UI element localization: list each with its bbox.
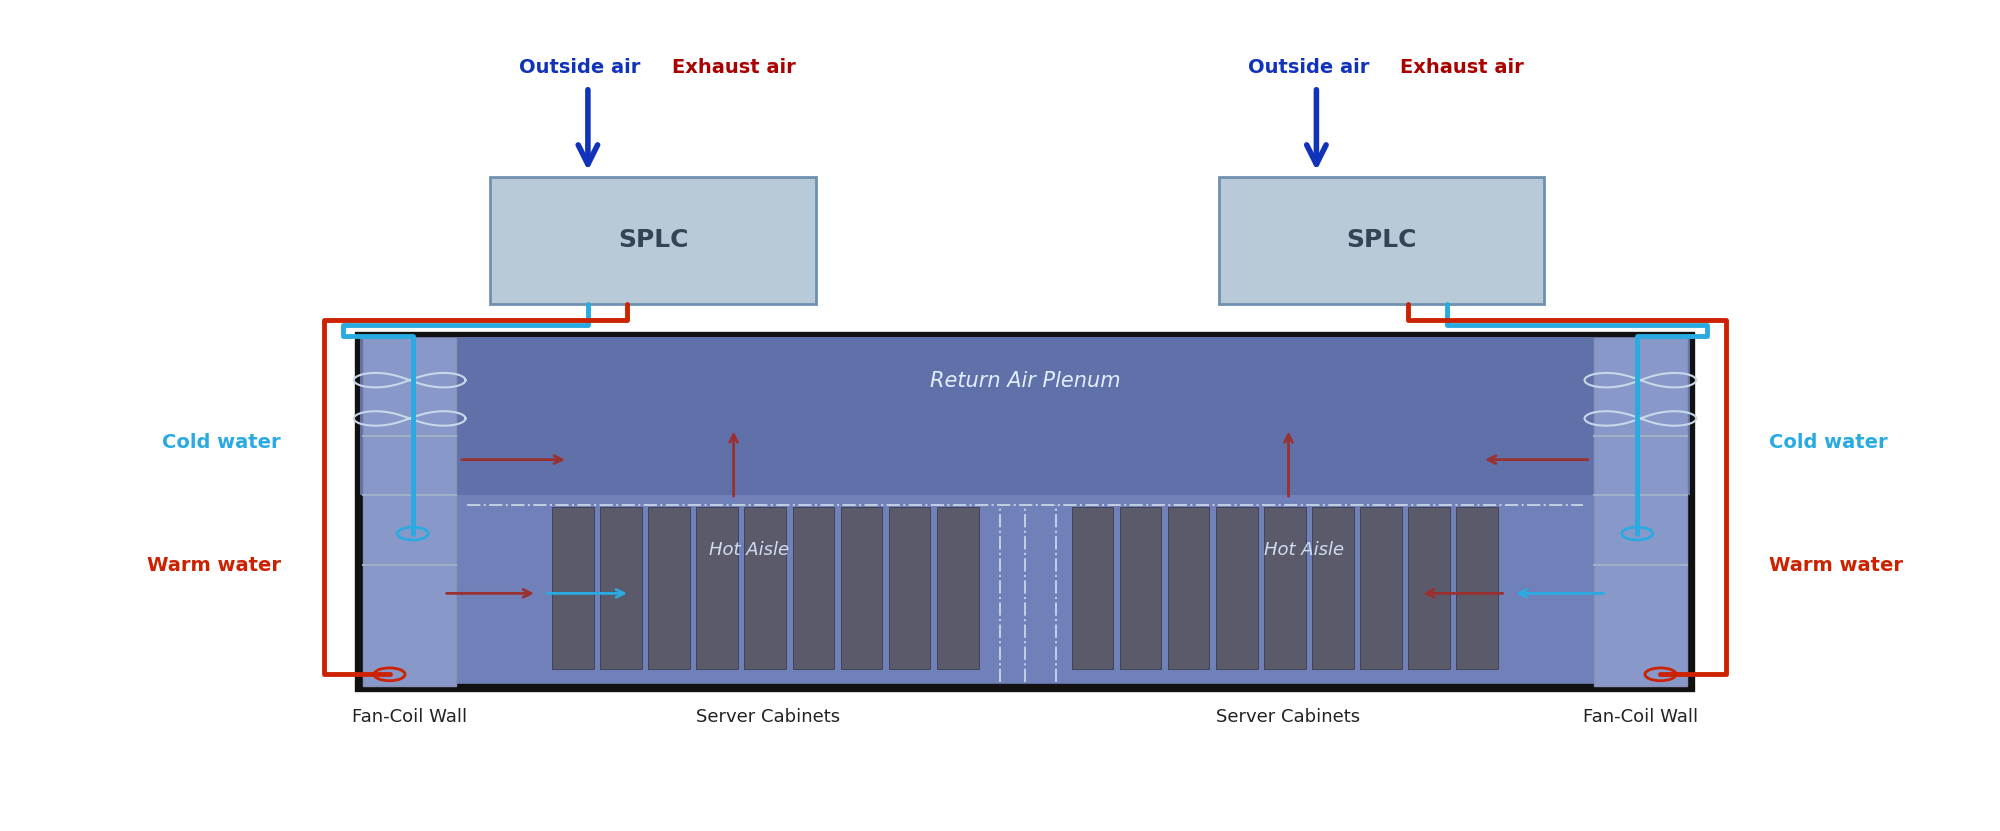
Bar xyxy=(1594,338,1686,686)
Text: Exhaust air: Exhaust air xyxy=(672,58,796,77)
Bar xyxy=(1168,507,1210,669)
Bar xyxy=(696,507,738,669)
Bar xyxy=(364,338,456,686)
Text: Exhaust air: Exhaust air xyxy=(1400,58,1524,77)
Text: Warm water: Warm water xyxy=(1770,556,1904,575)
Bar xyxy=(840,507,882,669)
Text: Cold water: Cold water xyxy=(1770,433,1888,451)
Bar xyxy=(552,507,594,669)
Text: Return Air Plenum: Return Air Plenum xyxy=(930,371,1120,391)
Text: Hot Aisle: Hot Aisle xyxy=(710,541,790,559)
Bar xyxy=(936,507,978,669)
Bar xyxy=(1312,507,1354,669)
Text: Outside air: Outside air xyxy=(520,58,640,77)
Bar xyxy=(1216,507,1258,669)
Bar xyxy=(600,507,642,669)
Bar xyxy=(1072,507,1114,669)
Bar xyxy=(1120,507,1162,669)
Text: SPLC: SPLC xyxy=(618,229,688,253)
Bar xyxy=(1360,507,1402,669)
Text: Server Cabinets: Server Cabinets xyxy=(696,708,840,725)
Text: Fan-Coil Wall: Fan-Coil Wall xyxy=(1582,708,1698,725)
Bar xyxy=(792,507,834,669)
Bar xyxy=(1218,176,1544,304)
Text: Fan-Coil Wall: Fan-Coil Wall xyxy=(352,708,468,725)
Text: Server Cabinets: Server Cabinets xyxy=(1216,708,1360,725)
Text: Outside air: Outside air xyxy=(1248,58,1370,77)
Bar xyxy=(888,507,930,669)
Bar xyxy=(648,507,690,669)
Bar xyxy=(358,337,1692,688)
Bar xyxy=(1264,507,1306,669)
Bar xyxy=(1456,507,1498,669)
Bar xyxy=(744,507,786,669)
Text: Warm water: Warm water xyxy=(148,556,280,575)
Bar xyxy=(1408,507,1450,669)
Text: Cold water: Cold water xyxy=(162,433,280,451)
Bar xyxy=(360,337,1690,494)
Text: SPLC: SPLC xyxy=(1346,229,1416,253)
Bar xyxy=(490,176,816,304)
Text: Hot Aisle: Hot Aisle xyxy=(1264,541,1344,559)
